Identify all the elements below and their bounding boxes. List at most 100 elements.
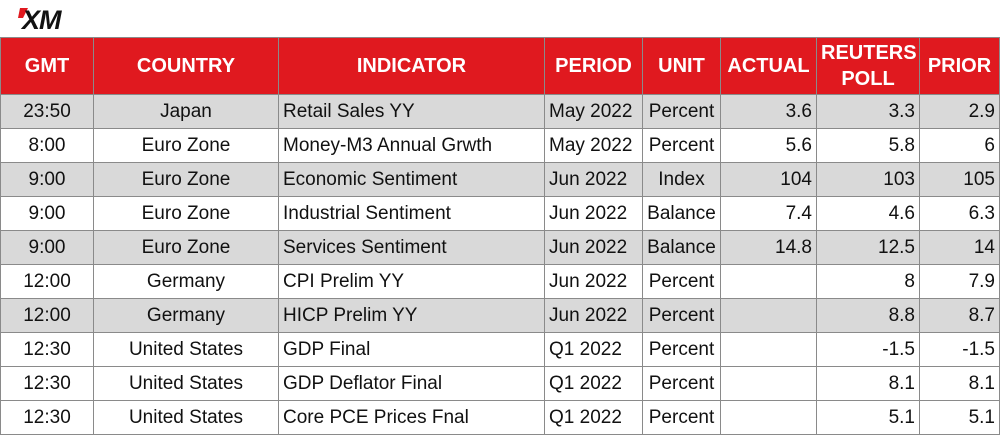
header-row: GMT COUNTRY INDICATOR PERIOD UNIT ACTUAL…: [0, 37, 1000, 95]
table-row: 12:00 Germany HICP Prelim YY Jun 2022 Pe…: [0, 298, 1000, 333]
table-row: 12:00 Germany CPI Prelim YY Jun 2022 Per…: [0, 264, 1000, 299]
cell-unit: Percent: [642, 94, 721, 129]
header-prior: PRIOR: [919, 37, 1000, 95]
cell-unit: Percent: [642, 400, 721, 435]
cell-prior: 6.3: [919, 196, 1000, 231]
cell-unit: Index: [642, 162, 721, 197]
header-reuters-poll-line2: POLL: [841, 68, 895, 90]
table-row: 12:30 United States GDP Deflator Final Q…: [0, 366, 1000, 401]
header-indicator: INDICATOR: [278, 37, 545, 95]
cell-country: Germany: [93, 298, 279, 333]
cell-prior: 14: [919, 230, 1000, 265]
cell-actual: [720, 332, 817, 367]
cell-country: Euro Zone: [93, 162, 279, 197]
cell-country: United States: [93, 332, 279, 367]
cell-indicator: Economic Sentiment: [278, 162, 545, 197]
cell-prior: 8.1: [919, 366, 1000, 401]
cell-prior: 105: [919, 162, 1000, 197]
table-row: 9:00 Euro Zone Economic Sentiment Jun 20…: [0, 162, 1000, 197]
cell-gmt: 12:30: [0, 400, 94, 435]
cell-poll: -1.5: [816, 332, 920, 367]
header-reuters-poll: REUTERS POLL: [816, 37, 920, 95]
cell-indicator: CPI Prelim YY: [278, 264, 545, 299]
cell-poll: 12.5: [816, 230, 920, 265]
cell-poll: 8.1: [816, 366, 920, 401]
cell-actual: 14.8: [720, 230, 817, 265]
cell-period: Jun 2022: [544, 162, 643, 197]
table-row: 12:30 United States Core PCE Prices Fnal…: [0, 400, 1000, 435]
cell-period: Jun 2022: [544, 298, 643, 333]
cell-unit: Balance: [642, 230, 721, 265]
cell-gmt: 12:30: [0, 332, 94, 367]
cell-period: May 2022: [544, 128, 643, 163]
cell-actual: 7.4: [720, 196, 817, 231]
cell-poll: 8.8: [816, 298, 920, 333]
cell-prior: -1.5: [919, 332, 1000, 367]
cell-prior: 2.9: [919, 94, 1000, 129]
cell-period: Jun 2022: [544, 230, 643, 265]
cell-poll: 5.8: [816, 128, 920, 163]
cell-indicator: Core PCE Prices Fnal: [278, 400, 545, 435]
cell-actual: [720, 264, 817, 299]
cell-actual: [720, 366, 817, 401]
cell-indicator: Services Sentiment: [278, 230, 545, 265]
cell-indicator: Money-M3 Annual Grwth: [278, 128, 545, 163]
header-gmt: GMT: [0, 37, 94, 95]
cell-gmt: 12:30: [0, 366, 94, 401]
cell-indicator: Retail Sales YY: [278, 94, 545, 129]
cell-period: Q1 2022: [544, 366, 643, 401]
cell-gmt: 9:00: [0, 162, 94, 197]
cell-country: United States: [93, 400, 279, 435]
cell-actual: 104: [720, 162, 817, 197]
cell-poll: 103: [816, 162, 920, 197]
cell-country: Germany: [93, 264, 279, 299]
cell-prior: 8.7: [919, 298, 1000, 333]
cell-indicator: Industrial Sentiment: [278, 196, 545, 231]
header-period: PERIOD: [544, 37, 643, 95]
header-reuters-poll-line1: REUTERS: [821, 42, 917, 64]
cell-unit: Percent: [642, 128, 721, 163]
table-row: 9:00 Euro Zone Industrial Sentiment Jun …: [0, 196, 1000, 231]
cell-poll: 8: [816, 264, 920, 299]
cell-gmt: 9:00: [0, 230, 94, 265]
cell-poll: 3.3: [816, 94, 920, 129]
cell-unit: Balance: [642, 196, 721, 231]
cell-prior: 7.9: [919, 264, 1000, 299]
header-country: COUNTRY: [93, 37, 279, 95]
cell-period: Q1 2022: [544, 400, 643, 435]
cell-indicator: GDP Deflator Final: [278, 366, 545, 401]
cell-actual: 3.6: [720, 94, 817, 129]
cell-country: United States: [93, 366, 279, 401]
cell-period: May 2022: [544, 94, 643, 129]
header-unit: UNIT: [642, 37, 721, 95]
cell-unit: Percent: [642, 366, 721, 401]
cell-gmt: 8:00: [0, 128, 94, 163]
cell-gmt: 12:00: [0, 264, 94, 299]
xm-logo: XM: [18, 4, 98, 34]
xm-logo-mark: XM: [18, 5, 63, 34]
table-row: 23:50 Japan Retail Sales YY May 2022 Per…: [0, 94, 1000, 129]
cell-prior: 5.1: [919, 400, 1000, 435]
cell-indicator: GDP Final: [278, 332, 545, 367]
cell-gmt: 12:00: [0, 298, 94, 333]
cell-indicator: HICP Prelim YY: [278, 298, 545, 333]
cell-country: Euro Zone: [93, 128, 279, 163]
cell-actual: [720, 400, 817, 435]
cell-unit: Percent: [642, 298, 721, 333]
cell-period: Jun 2022: [544, 196, 643, 231]
table-row: 12:30 United States GDP Final Q1 2022 Pe…: [0, 332, 1000, 367]
cell-unit: Percent: [642, 332, 721, 367]
cell-period: Jun 2022: [544, 264, 643, 299]
svg-text:XM: XM: [20, 5, 62, 34]
cell-unit: Percent: [642, 264, 721, 299]
cell-poll: 5.1: [816, 400, 920, 435]
table-row: 8:00 Euro Zone Money-M3 Annual Grwth May…: [0, 128, 1000, 163]
cell-actual: [720, 298, 817, 333]
cell-prior: 6: [919, 128, 1000, 163]
cell-gmt: 23:50: [0, 94, 94, 129]
cell-gmt: 9:00: [0, 196, 94, 231]
cell-country: Euro Zone: [93, 230, 279, 265]
cell-period: Q1 2022: [544, 332, 643, 367]
cell-poll: 4.6: [816, 196, 920, 231]
table-row: 9:00 Euro Zone Services Sentiment Jun 20…: [0, 230, 1000, 265]
